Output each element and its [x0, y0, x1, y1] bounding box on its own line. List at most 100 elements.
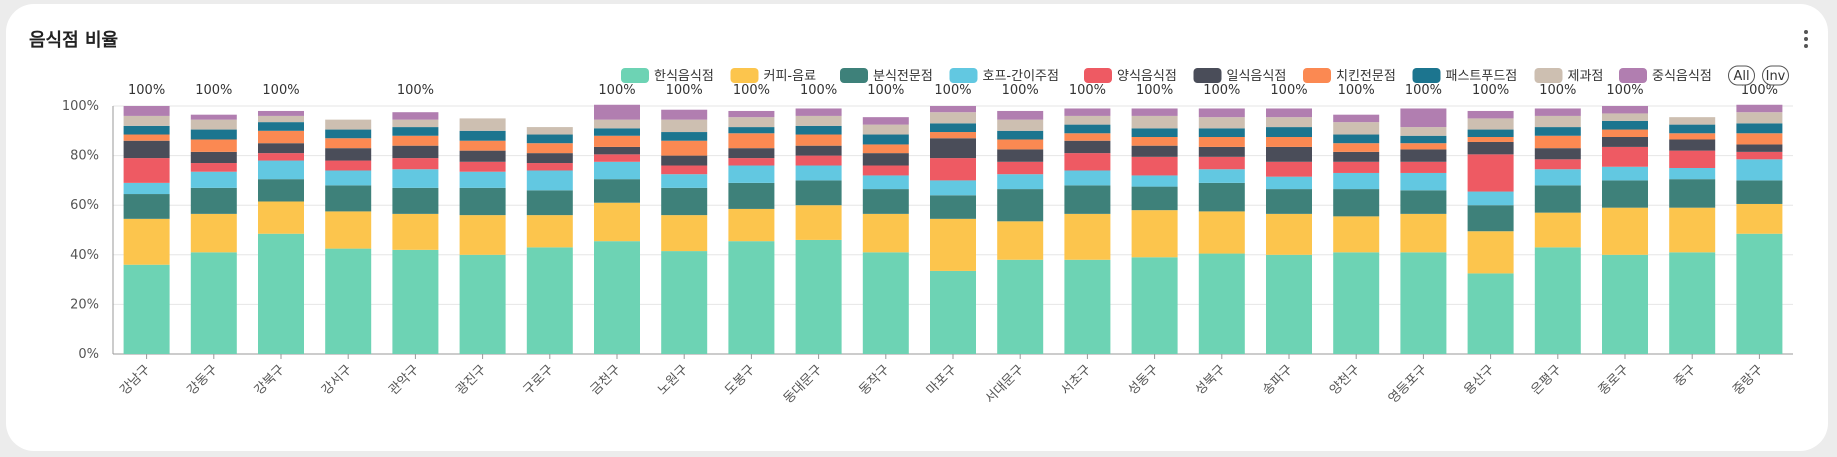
- bar-segment[interactable]: [190, 114, 237, 120]
- bar-segment[interactable]: [1333, 143, 1380, 152]
- bar-segment[interactable]: [1467, 141, 1514, 155]
- bar-segment[interactable]: [392, 213, 439, 250]
- bar-segment[interactable]: [997, 189, 1044, 222]
- bar-segment[interactable]: [728, 158, 775, 166]
- bar-segment[interactable]: [325, 248, 372, 354]
- bar-segment[interactable]: [1736, 151, 1783, 160]
- bar-segment[interactable]: [1534, 148, 1581, 160]
- bar-segment[interactable]: [728, 208, 775, 242]
- bar-segment[interactable]: [123, 182, 170, 195]
- bar-segment[interactable]: [1736, 112, 1783, 124]
- bar-segment[interactable]: [1534, 135, 1581, 149]
- bar-segment[interactable]: [258, 110, 304, 116]
- bar-segment[interactable]: [1669, 179, 1716, 208]
- bar-segment[interactable]: [1467, 137, 1514, 142]
- bar-segment[interactable]: [1131, 257, 1178, 354]
- bar-segment[interactable]: [1602, 120, 1648, 130]
- bar-segment[interactable]: [1400, 143, 1447, 150]
- bar-segment[interactable]: [594, 202, 640, 242]
- legend-swatch[interactable]: [1412, 68, 1441, 83]
- bar-segment[interactable]: [392, 112, 439, 120]
- bar-segment[interactable]: [1736, 203, 1783, 234]
- bar-segment[interactable]: [1736, 159, 1783, 181]
- bar-segment[interactable]: [392, 187, 439, 214]
- bar-segment[interactable]: [459, 215, 506, 255]
- legend-all-button[interactable]: [1728, 65, 1755, 86]
- bar-segment[interactable]: [392, 249, 439, 354]
- bar-segment[interactable]: [795, 125, 842, 135]
- bar-segment[interactable]: [661, 140, 708, 156]
- bar-segment[interactable]: [1333, 189, 1380, 217]
- bar-segment[interactable]: [459, 187, 506, 216]
- bar-segment[interactable]: [1669, 139, 1716, 151]
- bar-segment[interactable]: [1131, 137, 1178, 146]
- bar-segment[interactable]: [1266, 176, 1312, 190]
- bar-segment[interactable]: [728, 133, 775, 149]
- bar-segment[interactable]: [190, 129, 237, 140]
- legend-label[interactable]: 일식음식점: [1227, 69, 1287, 84]
- bar-segment[interactable]: [1669, 252, 1716, 354]
- bar-segment[interactable]: [325, 160, 372, 171]
- bar-segment[interactable]: [459, 254, 506, 354]
- legend-swatch[interactable]: [1193, 68, 1222, 83]
- bar-segment[interactable]: [1534, 212, 1581, 248]
- bar-segment[interactable]: [1400, 161, 1447, 173]
- bar-segment[interactable]: [1198, 253, 1245, 354]
- bar-segment[interactable]: [1333, 122, 1380, 135]
- bar-segment[interactable]: [1669, 150, 1716, 168]
- bar-segment[interactable]: [123, 140, 170, 159]
- legend-label[interactable]: 양식음식점: [1117, 69, 1177, 84]
- bar-segment[interactable]: [930, 218, 976, 271]
- bar-segment[interactable]: [997, 119, 1044, 131]
- bar-segment[interactable]: [1064, 124, 1111, 134]
- bar-segment[interactable]: [325, 211, 372, 249]
- bar-segment[interactable]: [594, 119, 640, 129]
- bar-segment[interactable]: [325, 138, 372, 149]
- bar-segment[interactable]: [1131, 186, 1178, 211]
- bar-segment[interactable]: [1400, 149, 1447, 162]
- bar-segment[interactable]: [862, 175, 909, 190]
- bar-segment[interactable]: [1198, 182, 1245, 212]
- bar-segment[interactable]: [1064, 185, 1111, 214]
- bar-segment[interactable]: [1333, 114, 1380, 123]
- bar-segment[interactable]: [795, 165, 842, 181]
- bar-segment[interactable]: [594, 146, 640, 155]
- bar-segment[interactable]: [1669, 133, 1716, 140]
- bar-segment[interactable]: [526, 127, 573, 135]
- bar-segment[interactable]: [594, 179, 640, 203]
- bar-segment[interactable]: [930, 195, 976, 219]
- bar-segment[interactable]: [325, 119, 372, 130]
- bar-segment[interactable]: [1198, 156, 1245, 170]
- bar-segment[interactable]: [1400, 135, 1447, 144]
- bar-segment[interactable]: [1064, 133, 1111, 141]
- bar-segment[interactable]: [1534, 159, 1581, 170]
- bar-segment[interactable]: [190, 252, 237, 354]
- bar-segment[interactable]: [392, 119, 439, 128]
- bar-segment[interactable]: [190, 187, 237, 214]
- bar-segment[interactable]: [594, 154, 640, 162]
- bar-segment[interactable]: [258, 143, 304, 154]
- bar-segment[interactable]: [930, 106, 976, 113]
- bar-segment[interactable]: [930, 158, 976, 181]
- bar-segment[interactable]: [862, 165, 909, 176]
- bar-segment[interactable]: [997, 161, 1044, 175]
- bar-segment[interactable]: [1198, 146, 1245, 157]
- bar-segment[interactable]: [392, 158, 439, 170]
- bar-segment[interactable]: [123, 115, 170, 126]
- bar-segment[interactable]: [1602, 166, 1648, 181]
- bar-segment[interactable]: [526, 163, 573, 171]
- bar-segment[interactable]: [862, 252, 909, 354]
- bar-segment[interactable]: [526, 153, 573, 164]
- bar-segment[interactable]: [930, 123, 976, 133]
- legend-label[interactable]: 패스트푸드점: [1446, 69, 1518, 84]
- bar-segment[interactable]: [459, 171, 506, 188]
- bar-segment[interactable]: [459, 150, 506, 162]
- bar-segment[interactable]: [1736, 123, 1783, 134]
- bar-segment[interactable]: [1131, 108, 1178, 116]
- bar-segment[interactable]: [258, 115, 304, 123]
- bar-segment[interactable]: [1266, 117, 1312, 128]
- bar-segment[interactable]: [325, 185, 372, 212]
- bar-segment[interactable]: [862, 153, 909, 166]
- bar-segment[interactable]: [1534, 127, 1581, 136]
- bar-segment[interactable]: [392, 145, 439, 159]
